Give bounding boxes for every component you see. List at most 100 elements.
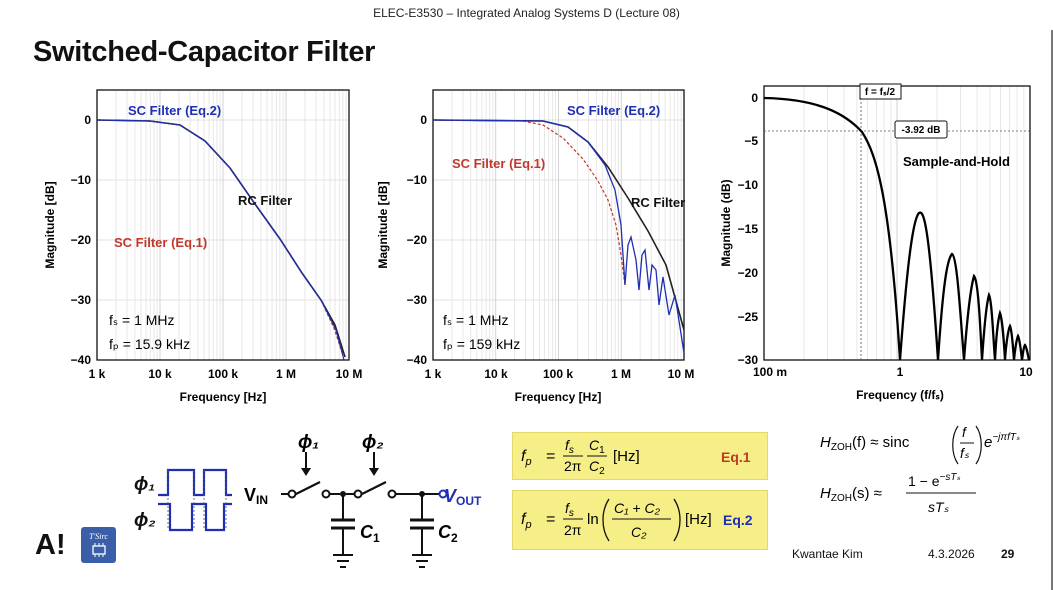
plot2-xtick: 10 k [484,367,508,381]
plot3-xtick: 1 [897,365,904,379]
plot3-ytick: −25 [738,310,759,324]
plot1-param-fs: fₛ = 1 MHz [109,312,175,328]
equation-eq1-box: fp = fs 2π C1 C2 [Hz] Eq.1 [512,432,768,480]
plot3-xtick: 100 m [753,365,787,379]
plot3-ytick: 0 [751,91,758,105]
plot3-marker-box [859,83,902,100]
switch2-node [387,489,397,499]
eq2-fs: fs [565,500,574,519]
clock-phi2-wave [158,502,232,532]
plot2-xtick: 1 M [611,367,631,381]
zoh-f-paren-right [975,425,982,465]
eq1-unit: [Hz] [613,448,640,465]
zoh-f-paren-left [952,425,959,465]
plot-rc-vs-sc-2: 0 −10 −20 −30 −40 1 k 10 k 100 k 1 M 10 … [376,89,695,404]
zoh-f-den: fₛ [960,445,970,461]
plot1-series-sc2 [96,119,345,361]
plot3-label: Sample-and-Hold [903,154,1010,169]
plot2-xtick: 1 k [425,367,442,381]
plot2-frame [432,89,685,361]
plot1-label-sc2: SC Filter (Eq.2) [128,103,221,118]
clock-phi2-label: ϕ₂ [134,510,156,531]
slide-border [1051,30,1053,590]
eq1-lhs: fp [521,448,532,468]
sc-circuit: ϕ₁ ϕ₂ VIN ϕ₁ C1 ϕ₂ C2 VOUT [134,432,482,568]
plot1-xtick: 1 M [276,367,296,381]
plot3-series-zoh [763,96,1031,361]
switch2-blade [361,481,387,495]
plot2-ytick: −10 [407,173,428,187]
plot2-ytick: −20 [407,233,428,247]
eq2-ln: ln [587,511,599,528]
plot3-ytick: −15 [738,222,759,236]
c1-ground-icon [333,554,353,568]
eq2-lhs: fp [521,511,532,531]
footer-date: 4.3.2026 [928,547,975,561]
eq1-2pi: 2π [564,458,582,474]
plot2-xticks: 1 k 10 k 100 k 1 M 10 M [425,367,695,381]
plot2-xtick: 100 k [543,367,573,381]
tsirc-badge-text: T'Sirc [89,532,108,541]
plot3-ytick: −20 [738,266,759,280]
plot2-ytick: −30 [407,293,428,307]
plot2-yticks: 0 −10 −20 −30 −40 [407,113,428,367]
plot2-param-fs: fₛ = 1 MHz [443,312,509,328]
clock-dotted-lines [167,470,227,530]
switch1-blade [295,481,321,495]
eq1-fs: fs [565,437,574,456]
plot2-label-sc1: SC Filter (Eq.1) [452,156,545,171]
plot1-label-rc: RC Filter [238,193,292,208]
vin-label: VIN [244,485,268,507]
plot2-ytick: −40 [407,353,428,367]
plot2-xtick: 10 M [668,367,695,381]
eq1-c1: C1 [589,437,605,456]
plot1-ytick: −20 [71,233,92,247]
eq2-equals: = [546,511,555,528]
zoh-s-lhs: HZOH(s) ≈ [820,485,882,504]
eq2-2pi: 2π [564,522,582,538]
plot-sample-and-hold: 0 −5 −10 −15 −20 −25 −30 100 m 1 10 Freq… [719,83,1033,402]
zoh-f-exp: e−jπfTₛ [984,432,1020,451]
plot1-xticks: 1 k 10 k 100 k 1 M 10 M [89,367,363,381]
plot2-vgrid [432,90,682,360]
plot1-label-sc1: SC Filter (Eq.1) [114,235,207,250]
eq2-paren-left [602,498,610,542]
plot1-frame [96,89,350,361]
vin-terminal [287,489,297,499]
plot1-xlabel: Frequency [Hz] [180,390,267,404]
eq2-paren-right [673,498,681,542]
eq1-c2: C2 [589,458,605,477]
plot1-ytick: 0 [84,113,91,127]
plot3-ylabel: Magnitude (dB) [719,179,733,266]
vout-label: VOUT [444,486,482,508]
plot3-xtick: 10 [1019,365,1033,379]
plot2-label-sc2: SC Filter (Eq.2) [567,103,660,118]
clock-phi1-wave [158,468,232,497]
plot3-attn-label: -3.92 dB [902,125,941,136]
equation-eq2: fp = fs 2π ln C₁ + C₂ C₂ [Hz] Eq.2 [521,498,753,542]
course-header: ELEC-E3530 – Integrated Analog Systems D… [373,6,680,20]
plot3-ytick: −5 [744,134,758,148]
plot1-xtick: 10 M [336,367,363,381]
plot3-xlabel: Frequency (f/fₛ) [856,388,944,402]
plot3-xticks: 100 m 1 10 [753,365,1033,379]
plot2-xlabel: Frequency [Hz] [515,390,602,404]
plot1-xtick: 1 k [89,367,106,381]
zoh-s-num: 1 − e−sTₛ [908,472,960,489]
c2-ground-icon [412,554,432,568]
plot2-param-fp: fₚ = 159 kHz [443,336,520,352]
eq1-tag: Eq.1 [721,449,751,465]
plot1-ytick: −10 [71,173,92,187]
plot1-xtick: 100 k [208,367,238,381]
switch1-arrow-head [301,468,311,476]
plot2-series-sc2 [432,119,685,354]
clock-phi1-label: ϕ₁ [134,474,155,495]
footer-author: Kwantae Kim [792,547,863,561]
plot1-ylabel: Magnitude [dB] [43,181,57,268]
eq2-tag: Eq.2 [723,512,753,528]
footer-page-number: 29 [1001,547,1015,561]
tsirc-chip-icon [91,543,106,557]
switch2-phase-label: ϕ₂ [362,432,384,453]
eq2-den: C₂ [631,524,647,540]
plot3-yticks: 0 −5 −10 −15 −20 −25 −30 [738,91,759,367]
